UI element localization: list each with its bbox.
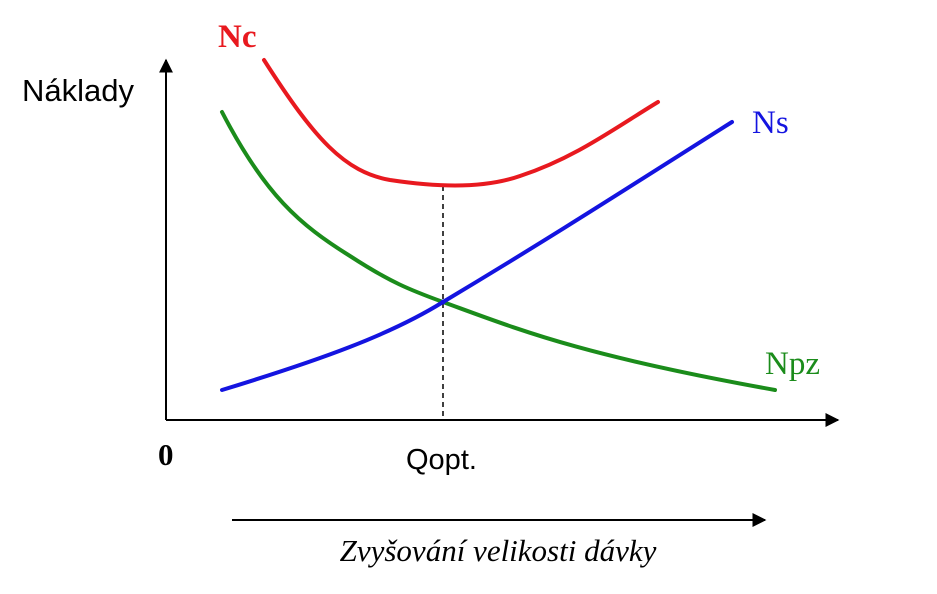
total-cost-label: Nc xyxy=(218,19,256,55)
holding-cost-label: Npz xyxy=(765,346,820,382)
setup-cost-curve xyxy=(220,120,734,392)
direction-caption: Zvyšování velikosti dávky xyxy=(340,533,657,568)
y-axis-label: Náklady xyxy=(22,73,134,108)
intersection-point xyxy=(440,299,446,305)
origin-label: 0 xyxy=(158,437,174,472)
total-cost-curve xyxy=(262,58,660,188)
optimum-label: Qopt. xyxy=(406,444,477,476)
setup-cost-label: Ns xyxy=(752,105,789,141)
holding-cost-curve xyxy=(220,110,777,392)
